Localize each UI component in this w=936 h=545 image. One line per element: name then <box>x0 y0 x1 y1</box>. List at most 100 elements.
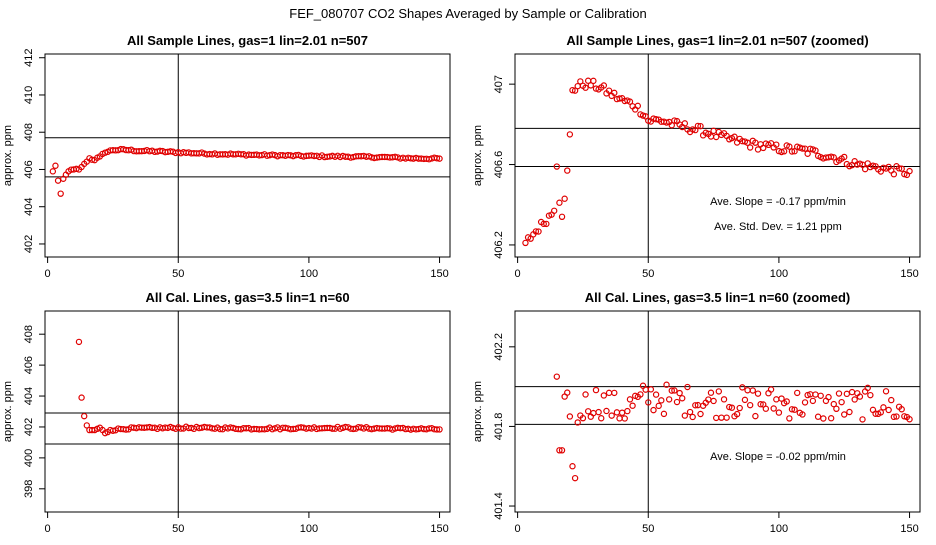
data-point <box>726 403 733 411</box>
data-point <box>80 412 88 420</box>
panel-2: All Sample Lines, gas=1 lin=2.01 n=507 (… <box>472 33 921 280</box>
x-tick-label: 150 <box>430 268 448 280</box>
data-point <box>564 167 571 174</box>
data-point <box>676 389 683 397</box>
y-tick-label: 406 <box>23 356 35 374</box>
x-tick-label: 50 <box>172 268 184 280</box>
y-tick-label: 401.4 <box>493 492 505 520</box>
data-point <box>566 131 574 138</box>
data-point <box>752 412 759 420</box>
data-point <box>812 147 819 154</box>
data-point <box>665 396 673 403</box>
y-tick-label: 404 <box>23 387 35 405</box>
data-point <box>830 154 837 161</box>
data-point <box>780 148 788 155</box>
data-point <box>660 410 668 418</box>
data-point <box>728 404 736 411</box>
data-point <box>801 399 809 406</box>
data-point <box>720 396 728 403</box>
annotation: Ave. Slope = -0.02 ppm/min <box>710 451 846 463</box>
data-point <box>88 156 96 163</box>
data-point <box>838 398 845 406</box>
data-point <box>571 87 579 94</box>
data-point <box>723 414 730 421</box>
data-point <box>856 393 864 400</box>
data-point <box>825 393 832 401</box>
data-point <box>605 87 613 94</box>
data-point <box>556 199 563 206</box>
y-tick-label: 410 <box>23 86 35 104</box>
data-point <box>122 426 130 433</box>
y-axis-label: approx. ppm <box>2 125 14 186</box>
data-point <box>592 386 600 394</box>
data-point <box>652 116 660 123</box>
data-point <box>736 404 743 412</box>
data-point <box>749 387 756 394</box>
data-point <box>715 388 723 395</box>
data-point <box>621 415 628 422</box>
data-point <box>841 411 848 418</box>
data-point <box>433 155 441 162</box>
y-tick-label: 412 <box>23 49 35 67</box>
data-point <box>663 381 670 388</box>
x-tick-label: 0 <box>45 268 51 280</box>
data-point <box>712 414 720 422</box>
data-point <box>731 133 738 140</box>
data-point <box>642 386 649 393</box>
data-point <box>611 89 618 97</box>
data-point <box>671 387 678 394</box>
x-tick-label: 150 <box>900 268 918 280</box>
data-point <box>600 82 608 89</box>
x-tick-label: 50 <box>642 523 654 535</box>
y-tick-label: 408 <box>23 123 35 141</box>
data-point <box>663 119 670 126</box>
data-point <box>712 133 720 141</box>
data-point <box>773 396 780 403</box>
data-point <box>543 220 550 228</box>
data-point <box>867 391 874 399</box>
data-point <box>564 389 571 396</box>
data-point <box>799 411 806 418</box>
x-tick-label: 150 <box>430 523 448 535</box>
data-point <box>587 82 594 89</box>
x-tick-label: 50 <box>172 523 184 535</box>
panel-title: All Cal. Lines, gas=3.5 lin=1 n=60 (zoom… <box>585 290 851 305</box>
y-axis-label: approx. ppm <box>472 381 484 442</box>
x-tick-label: 150 <box>900 523 918 535</box>
annotation: Ave. Slope = -0.17 ppm/min <box>710 196 846 208</box>
panel-title: All Cal. Lines, gas=3.5 lin=1 n=60 <box>145 290 349 305</box>
data-point <box>52 162 59 169</box>
x-tick-label: 0 <box>515 268 521 280</box>
data-point <box>898 165 905 172</box>
data-point <box>718 414 725 421</box>
y-tick-label: 401.8 <box>493 413 505 441</box>
data-point <box>668 387 675 394</box>
plot-frame <box>44 310 451 513</box>
data-point <box>814 413 822 420</box>
data-point <box>848 388 856 396</box>
y-axis-label: approx. ppm <box>2 381 14 442</box>
data-point <box>671 117 678 124</box>
data-point <box>433 426 441 433</box>
data-point <box>888 396 895 404</box>
data-point <box>754 390 762 397</box>
data-point <box>569 86 576 94</box>
data-point <box>786 143 793 150</box>
data-point <box>436 155 443 162</box>
data-point <box>791 406 798 413</box>
data-point <box>773 141 780 148</box>
data-point <box>710 397 717 405</box>
data-point <box>650 406 657 414</box>
x-tick-label: 0 <box>45 523 51 535</box>
data-point <box>109 427 117 434</box>
data-point <box>778 395 785 402</box>
y-tick-label: 402 <box>23 235 35 253</box>
data-point <box>436 426 443 433</box>
x-tick-label: 0 <box>515 523 521 535</box>
x-tick-label: 100 <box>770 523 788 535</box>
x-tick-label: 100 <box>770 268 788 280</box>
data-point <box>679 395 686 402</box>
data-point <box>877 409 885 416</box>
plot-frame <box>44 53 451 258</box>
